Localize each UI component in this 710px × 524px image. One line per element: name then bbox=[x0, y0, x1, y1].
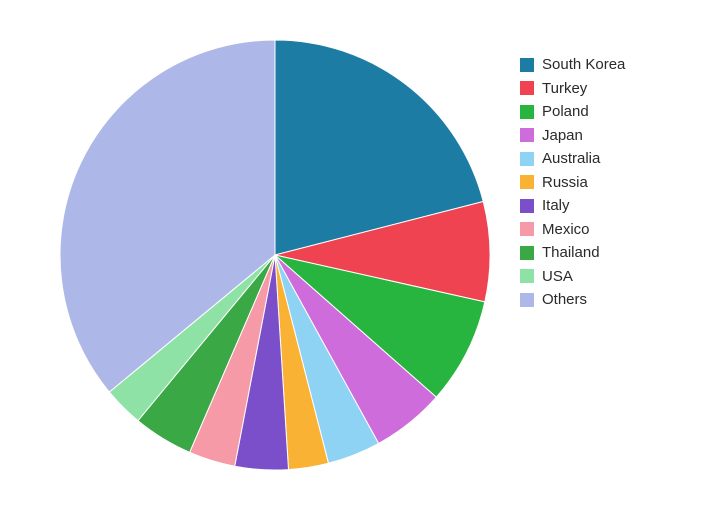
legend-item: Russia bbox=[520, 173, 680, 193]
legend-item: USA bbox=[520, 267, 680, 287]
legend: South Korea Turkey Poland Japan Australia Rus… bbox=[520, 55, 680, 314]
legend-swatch bbox=[520, 246, 534, 260]
legend-label: Mexico bbox=[542, 220, 590, 240]
legend-swatch bbox=[520, 128, 534, 142]
legend-swatch bbox=[520, 175, 534, 189]
legend-label: Russia bbox=[542, 173, 588, 193]
legend-item: Thailand bbox=[520, 243, 680, 263]
legend-label: Turkey bbox=[542, 79, 587, 99]
pie-svg bbox=[60, 40, 490, 470]
legend-swatch bbox=[520, 199, 534, 213]
legend-label: Italy bbox=[542, 196, 570, 216]
legend-item: Others bbox=[520, 290, 680, 310]
legend-label: USA bbox=[542, 267, 573, 287]
legend-item: Poland bbox=[520, 102, 680, 122]
chart-stage: South Korea Turkey Poland Japan Australia Rus… bbox=[0, 0, 710, 524]
legend-swatch bbox=[520, 269, 534, 283]
legend-swatch bbox=[520, 105, 534, 119]
legend-swatch bbox=[520, 293, 534, 307]
legend-item: Italy bbox=[520, 196, 680, 216]
legend-swatch bbox=[520, 58, 534, 72]
legend-swatch bbox=[520, 152, 534, 166]
legend-label: South Korea bbox=[542, 55, 625, 75]
legend-item: Turkey bbox=[520, 79, 680, 99]
legend-swatch bbox=[520, 81, 534, 95]
legend-label: Thailand bbox=[542, 243, 600, 263]
legend-label: Australia bbox=[542, 149, 600, 169]
legend-item: Australia bbox=[520, 149, 680, 169]
legend-item: Mexico bbox=[520, 220, 680, 240]
legend-label: Others bbox=[542, 290, 587, 310]
legend-item: Japan bbox=[520, 126, 680, 146]
legend-label: Poland bbox=[542, 102, 589, 122]
legend-item: South Korea bbox=[520, 55, 680, 75]
pie-chart bbox=[60, 40, 490, 470]
legend-label: Japan bbox=[542, 126, 583, 146]
legend-swatch bbox=[520, 222, 534, 236]
